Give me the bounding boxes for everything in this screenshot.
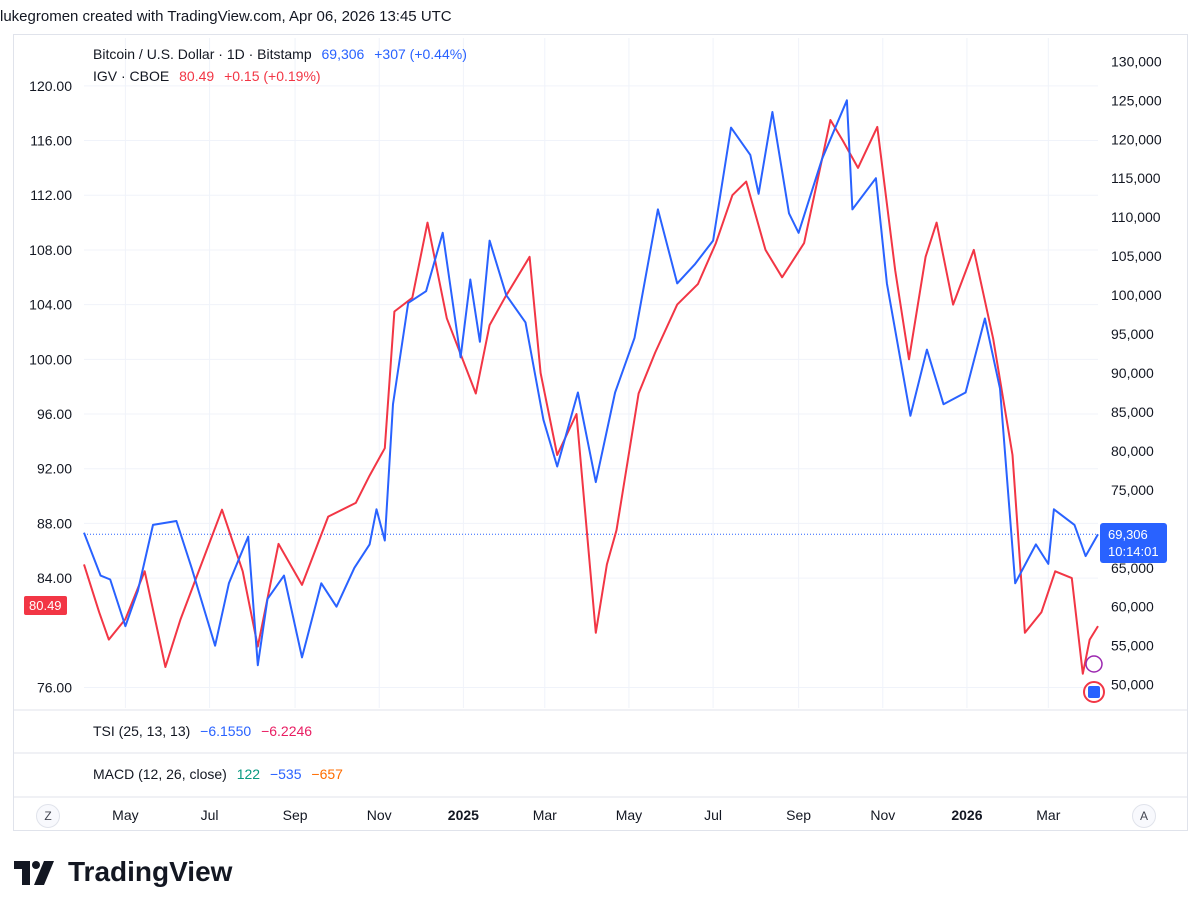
left-axis-tick-label: 100.00 <box>29 351 72 367</box>
tsi-label: TSI (25, 13, 13) <box>93 723 191 739</box>
right-axis-tick-label: 130,000 <box>1111 53 1162 69</box>
btc-countdown: 10:14:01 <box>1108 544 1159 559</box>
series-lines <box>83 99 1099 675</box>
left-axis-tick-label: 112.00 <box>30 187 72 203</box>
legend-btc-price: 69,306 <box>321 46 365 62</box>
x-axis-tick-label: May <box>616 807 642 823</box>
x-axis-tick-label: Mar <box>1036 807 1060 823</box>
legend-igv[interactable]: IGV · CBOE 80.49 +0.15 (+0.19%) <box>93 68 327 84</box>
axes: 76.00 84.00 88.00 92.00 96.00 100.00 104.00 108… <box>29 53 1162 823</box>
macd-value-3: −657 <box>311 766 343 782</box>
left-axis-tick-label: 104.00 <box>29 297 72 313</box>
right-axis-tick-label: 100,000 <box>1111 287 1162 303</box>
legend-igv-change: +0.15 (+0.19%) <box>224 68 321 84</box>
igv-price-tag: 80.49 <box>24 596 67 615</box>
right-axis-tick-label: 95,000 <box>1111 326 1154 342</box>
right-axis-tick-label: 85,000 <box>1111 404 1154 420</box>
legend-btc-change: +307 (+0.44%) <box>374 46 467 62</box>
macd-value-1: 122 <box>236 766 261 782</box>
left-axis-tick-label: 88.00 <box>37 515 72 531</box>
tradingview-logo: TradingView <box>14 856 232 888</box>
right-axis-tick-label: 50,000 <box>1111 677 1154 693</box>
right-axis-tick-label: 55,000 <box>1111 638 1154 654</box>
legend-igv-price: 80.49 <box>179 68 215 84</box>
right-axis-tick-label: 80,000 <box>1111 443 1154 459</box>
legend-igv-name: IGV · CBOE <box>93 68 170 84</box>
left-axis-tick-label: 96.00 <box>37 406 72 422</box>
grid <box>13 38 1188 798</box>
igv-series-line <box>83 119 1099 675</box>
macd-label: MACD (12, 26, close) <box>93 766 227 782</box>
x-axis-tick-label: Jul <box>704 807 722 823</box>
macd-value-2: −535 <box>269 766 302 782</box>
btc-price-tag: 69,306 10:14:01 <box>1100 523 1167 563</box>
event-marker-icon <box>1085 655 1103 673</box>
x-axis-tick-label: Sep <box>283 807 308 823</box>
chart-frame[interactable] <box>13 34 1188 831</box>
right-axis-tick-label: 110,000 <box>1111 209 1161 225</box>
right-axis-tick-label: 75,000 <box>1111 482 1154 498</box>
right-axis-tick-label: 65,000 <box>1111 560 1154 576</box>
x-axis-tick-label: May <box>112 807 138 823</box>
x-axis-tick-label: Mar <box>533 807 557 823</box>
x-axis-tick-label: Jul <box>201 807 219 823</box>
right-axis-tick-label: 120,000 <box>1111 131 1162 147</box>
x-axis-tick-label: Nov <box>870 807 895 823</box>
right-axis-tick-label: 125,000 <box>1111 92 1162 108</box>
left-axis-tick-label: 84.00 <box>37 570 72 586</box>
zoom-button[interactable]: Z <box>36 804 60 828</box>
left-axis-tick-label: 92.00 <box>37 461 72 477</box>
legend-btc-name: Bitcoin / U.S. Dollar · 1D · Bitstamp <box>93 46 312 62</box>
tradingview-logo-icon <box>14 861 54 885</box>
tradingview-logo-text: TradingView <box>68 856 233 887</box>
chart-attribution: lukegromen created with TradingView.com,… <box>0 8 452 25</box>
x-axis-tick-label: 2025 <box>448 807 479 823</box>
legend-btc[interactable]: Bitcoin / U.S. Dollar · 1D · Bitstamp 69… <box>93 46 473 62</box>
calendar-glyph-icon <box>1088 686 1100 698</box>
auto-scale-button[interactable]: A <box>1132 804 1156 828</box>
right-axis-tick-label: 90,000 <box>1111 365 1154 381</box>
tsi-legend[interactable]: TSI (25, 13, 13) −6.1550 −6.2246 <box>93 723 318 739</box>
right-axis-tick-label: 60,000 <box>1111 599 1154 615</box>
x-axis-tick-label: Sep <box>786 807 811 823</box>
tsi-value-2: −6.2246 <box>261 723 313 739</box>
event-markers <box>1083 655 1105 703</box>
btc-series-line <box>83 99 1099 667</box>
right-axis-tick-label: 105,000 <box>1111 248 1162 264</box>
tsi-value-1: −6.1550 <box>200 723 252 739</box>
left-axis-tick-label: 76.00 <box>37 679 72 695</box>
left-axis-tick-label: 120.00 <box>29 78 72 94</box>
left-axis-tick-label: 108.00 <box>29 242 72 258</box>
x-axis-tick-label: 2026 <box>951 807 982 823</box>
btc-price-tag-value: 69,306 <box>1108 527 1148 542</box>
x-axis-tick-label: Nov <box>367 807 392 823</box>
macd-legend[interactable]: MACD (12, 26, close) 122 −535 −657 <box>93 766 349 782</box>
left-axis-tick-label: 116.00 <box>30 133 72 149</box>
right-axis-tick-label: 115,000 <box>1111 170 1161 186</box>
